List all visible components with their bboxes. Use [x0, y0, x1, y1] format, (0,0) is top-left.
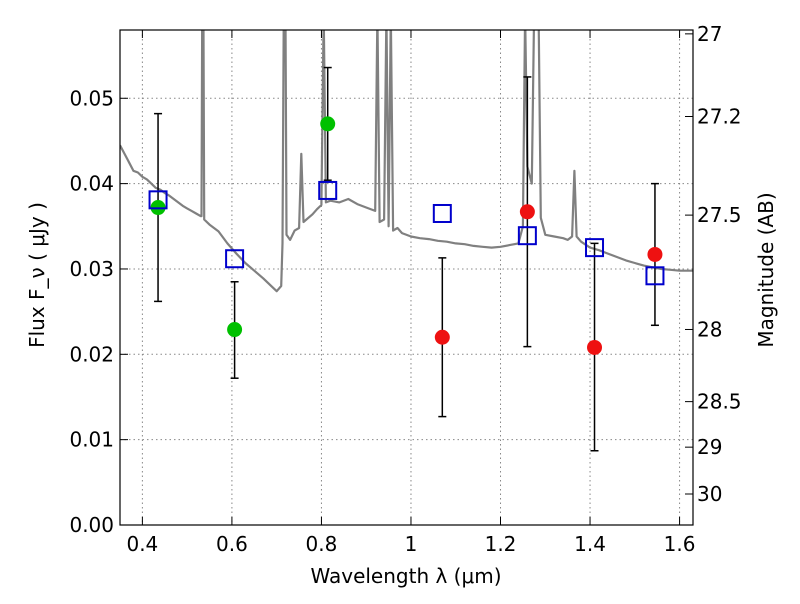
- y-tick-label: 0.03: [69, 257, 114, 281]
- model-square-marker: [517, 226, 537, 246]
- ticks-layer: 0.4 0.6 0.8 1 1.2 1.4 1.6 0.00 0.01 0.02 0.03 0.04 0…: [69, 22, 741, 556]
- spectrum-layer: [120, 30, 693, 293]
- plot-frame: [119, 29, 694, 526]
- x-tick-label: 0.4: [126, 532, 158, 556]
- y2-tick-label: 29: [697, 435, 722, 459]
- y2-tick-label: 27.2: [697, 104, 742, 128]
- model-square-marker: [225, 249, 245, 269]
- x-tick-label: 1.6: [664, 532, 696, 556]
- model-square-marker: [318, 180, 338, 200]
- y-tick-label: 0.05: [69, 86, 114, 110]
- grid-lines: [120, 30, 693, 525]
- y2-tick-label: 27: [697, 22, 722, 46]
- y-tick-label: 0.02: [69, 342, 114, 366]
- x-tick-label: 1.4: [574, 532, 606, 556]
- x-tick-label: 1: [405, 532, 418, 556]
- x-tick-label: 0.8: [306, 532, 338, 556]
- x-tick-label: 0.6: [216, 532, 248, 556]
- y2-tick-label: 27.5: [697, 203, 742, 227]
- y-tick-label: 0.01: [69, 428, 114, 452]
- red-data-point: [434, 329, 450, 345]
- x-axis-label: Wavelength λ (μm): [310, 564, 501, 588]
- red-data-point: [647, 246, 663, 262]
- model-square-marker: [148, 190, 168, 210]
- green-data-point: [320, 116, 336, 132]
- green-data-point: [227, 322, 243, 338]
- y2-tick-label: 28.5: [697, 390, 742, 414]
- y2-tick-label: 30: [697, 482, 722, 506]
- spectrum-line: [120, 30, 693, 293]
- model-square-marker: [432, 203, 452, 223]
- points-layer: [148, 116, 665, 355]
- red-data-point: [519, 204, 535, 220]
- y-tick-label: 0.00: [69, 513, 114, 537]
- y2-axis-label: Magnitude (AB): [754, 192, 778, 347]
- model-square-marker: [585, 238, 605, 258]
- y2-tick-label: 28: [697, 317, 722, 341]
- errorbar-layer: [154, 66, 659, 452]
- model-square-marker: [645, 266, 665, 286]
- y-axis-label: Flux F_ν ( μJy ): [25, 202, 49, 348]
- y-tick-label: 0.04: [69, 172, 114, 196]
- red-data-point: [587, 339, 603, 355]
- x-tick-label: 1.2: [485, 532, 517, 556]
